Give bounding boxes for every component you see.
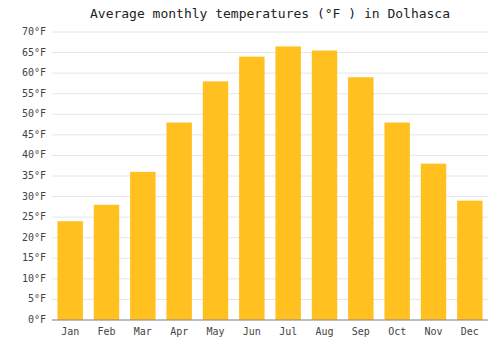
y-tick-label: 50°F xyxy=(22,108,46,119)
x-tick-label: Mar xyxy=(134,326,152,337)
page: {"chart_data": {"type": "bar", "title": … xyxy=(0,0,500,350)
bar xyxy=(348,77,373,320)
grid-line xyxy=(52,52,488,53)
x-tick-label: Dec xyxy=(461,326,479,337)
x-tick-label: Jun xyxy=(243,326,261,337)
x-tick-label: Nov xyxy=(424,326,442,337)
y-tick-label: 30°F xyxy=(22,191,46,202)
bar xyxy=(203,81,228,320)
y-tick-label: 70°F xyxy=(22,26,46,37)
y-tick-label: 40°F xyxy=(22,149,46,160)
x-tick-label: Feb xyxy=(97,326,115,337)
y-tick-label: 10°F xyxy=(22,273,46,284)
chart: 0°F 5°F 10°F 15°F 20°F 25°F 30°F 35°F 40°F 45°F 50… xyxy=(0,0,500,350)
x-tick-label: Jul xyxy=(279,326,297,337)
x-tick-label: Sep xyxy=(352,326,370,337)
y-tick-label: 60°F xyxy=(22,67,46,78)
x-tick-label: Aug xyxy=(315,326,333,337)
grid-line xyxy=(52,114,488,115)
grid xyxy=(52,32,488,320)
grid-line xyxy=(52,32,488,33)
grid-line xyxy=(52,155,488,156)
x-axis-line xyxy=(52,320,488,321)
bar xyxy=(94,205,119,320)
grid-line xyxy=(52,73,488,74)
x-tick-label: Oct xyxy=(388,326,406,337)
grid-line xyxy=(52,93,488,94)
bar xyxy=(166,123,191,320)
y-tick-label: 55°F xyxy=(22,88,46,99)
y-axis: 0°F 5°F 10°F 15°F 20°F 25°F 30°F 35°F 40°F 45°F 50… xyxy=(22,26,46,325)
bars xyxy=(57,46,482,320)
bar xyxy=(457,201,482,320)
x-tick-label: May xyxy=(206,326,224,337)
y-tick-label: 15°F xyxy=(22,252,46,263)
grid-line xyxy=(52,320,488,321)
title: Average monthly temperatures (°F ) in Do… xyxy=(90,6,450,21)
y-tick-label: 35°F xyxy=(22,170,46,181)
y-tick-label: 25°F xyxy=(22,211,46,222)
y-tick-label: 0°F xyxy=(28,314,46,325)
bar xyxy=(239,57,264,320)
y-tick-label: 20°F xyxy=(22,232,46,243)
y-tick-label: 65°F xyxy=(22,47,46,58)
bar xyxy=(384,123,409,320)
bar xyxy=(312,51,337,320)
grid-line xyxy=(52,134,488,135)
y-tick-label: 5°F xyxy=(28,293,46,304)
bar xyxy=(130,172,155,320)
bar xyxy=(57,221,82,320)
x-tick-label: Apr xyxy=(170,326,188,337)
bar xyxy=(275,46,300,320)
x-tick-label: Jan xyxy=(61,326,79,337)
bar xyxy=(421,164,446,320)
x-axis: Jan Feb Mar Apr May Jun Jul Aug Sep Oct Nov Dec xyxy=(61,326,479,337)
y-tick-label: 45°F xyxy=(22,129,46,140)
